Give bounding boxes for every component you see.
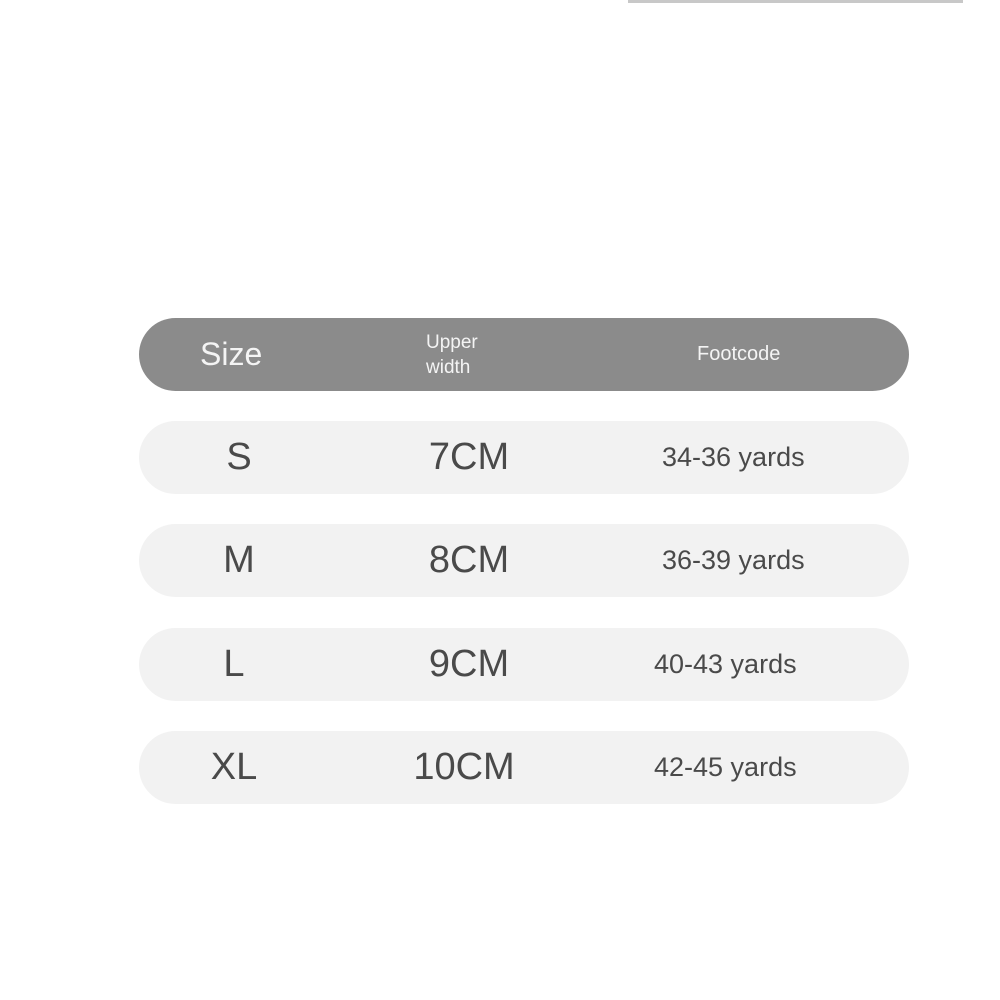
footcode-cell: 36-39 yards [662,545,805,575]
table-row: S 7CM 34-36 yards [139,421,909,494]
footcode-cell: 40-43 yards [654,649,797,679]
table-row: L 9CM 40-43 yards [139,628,909,701]
table-header: Size Upper width Footcode [139,318,909,391]
upper-width-cell: 8CM [428,539,510,581]
size-cell: S [226,436,252,478]
footcode-cell: 34-36 yards [662,442,805,472]
size-cell: L [223,643,245,685]
upper-width-cell: 7CM [428,436,510,478]
header-upper-width: Upper width [426,331,478,378]
header-footcode: Footcode [697,343,781,365]
size-cell: M [223,539,255,581]
size-cell: XL [210,746,258,788]
divider [628,0,963,3]
header-size: Size [200,336,263,372]
footcode-cell: 42-45 yards [654,752,797,782]
upper-width-cell: 10CM [413,746,515,788]
upper-width-cell: 9CM [428,643,510,685]
table-row: M 8CM 36-39 yards [139,524,909,597]
table-row: XL 10CM 42-45 yards [139,731,909,804]
